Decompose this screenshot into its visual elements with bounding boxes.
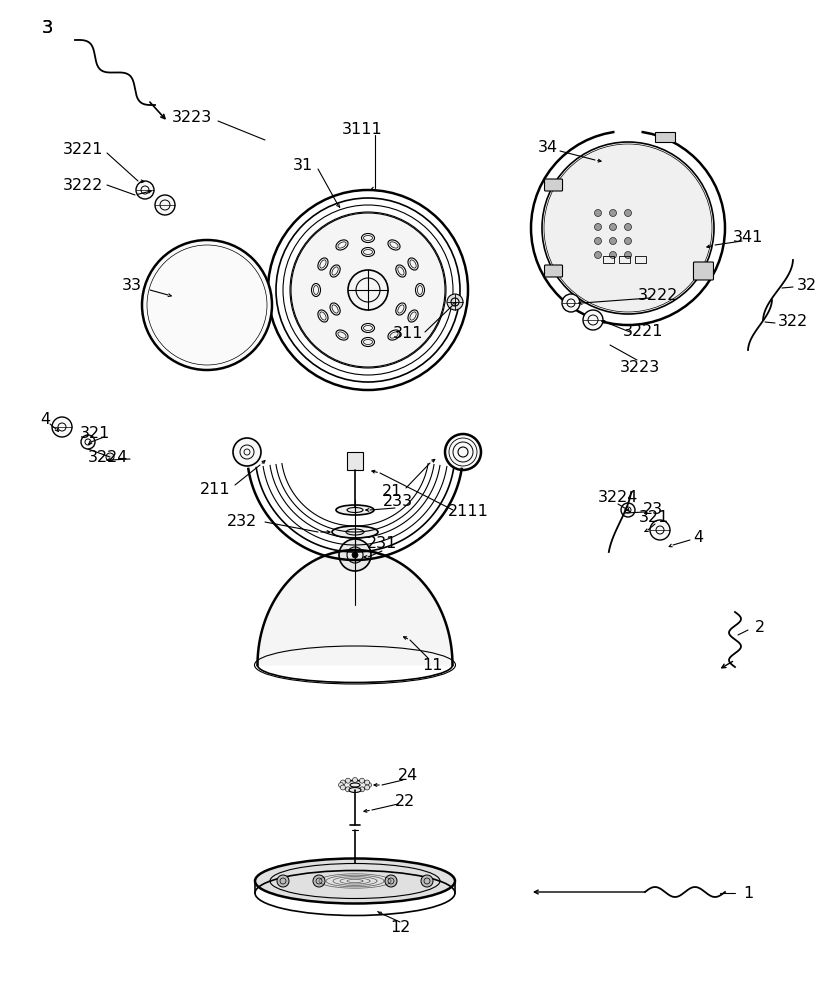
- Text: 3111: 3111: [342, 122, 382, 137]
- Bar: [635, 256, 646, 263]
- Bar: [347, 452, 363, 470]
- Circle shape: [277, 875, 289, 887]
- Text: 4: 4: [40, 412, 50, 428]
- Circle shape: [625, 237, 631, 244]
- Text: 231: 231: [367, 536, 397, 552]
- Circle shape: [142, 240, 272, 370]
- Text: 2: 2: [755, 619, 765, 635]
- Text: 311: 311: [392, 326, 423, 342]
- FancyBboxPatch shape: [694, 262, 713, 280]
- Circle shape: [155, 195, 175, 215]
- Text: 1: 1: [743, 886, 753, 900]
- Circle shape: [625, 251, 631, 258]
- Text: 322: 322: [778, 314, 808, 330]
- Circle shape: [52, 417, 72, 437]
- Text: 3: 3: [42, 19, 53, 37]
- Circle shape: [583, 310, 603, 330]
- Circle shape: [595, 251, 601, 258]
- Circle shape: [610, 237, 616, 244]
- Circle shape: [341, 780, 346, 785]
- Circle shape: [360, 778, 365, 783]
- Ellipse shape: [255, 858, 455, 904]
- Text: 3223: 3223: [172, 110, 212, 125]
- Text: 341: 341: [733, 231, 763, 245]
- Text: 3: 3: [42, 19, 53, 37]
- Circle shape: [544, 144, 712, 312]
- Circle shape: [562, 294, 580, 312]
- Circle shape: [595, 210, 601, 217]
- Text: 321: 321: [639, 510, 669, 524]
- Circle shape: [346, 787, 351, 792]
- Circle shape: [610, 210, 616, 217]
- Text: 3223: 3223: [620, 360, 660, 374]
- Text: 22: 22: [395, 794, 415, 810]
- Text: 2111: 2111: [448, 504, 488, 520]
- Text: 11: 11: [422, 658, 443, 672]
- Text: 34: 34: [538, 140, 558, 155]
- Circle shape: [352, 552, 358, 558]
- Circle shape: [136, 181, 154, 199]
- Circle shape: [625, 210, 631, 217]
- Circle shape: [625, 224, 631, 231]
- Text: 33: 33: [122, 277, 142, 292]
- Text: 21: 21: [382, 485, 402, 499]
- FancyBboxPatch shape: [544, 179, 563, 191]
- Circle shape: [367, 782, 372, 788]
- Text: 3222: 3222: [63, 178, 104, 192]
- Text: 3224: 3224: [88, 450, 129, 464]
- Ellipse shape: [340, 780, 370, 790]
- Circle shape: [595, 237, 601, 244]
- Text: 233: 233: [383, 494, 413, 510]
- Circle shape: [445, 434, 481, 470]
- Ellipse shape: [349, 788, 361, 792]
- Text: 12: 12: [390, 920, 410, 936]
- Circle shape: [106, 453, 114, 461]
- Circle shape: [650, 520, 670, 540]
- Circle shape: [352, 778, 357, 782]
- Circle shape: [338, 782, 343, 788]
- Text: 232: 232: [227, 514, 257, 530]
- Circle shape: [365, 785, 370, 790]
- Circle shape: [339, 539, 371, 571]
- Text: 3224: 3224: [598, 489, 638, 504]
- Text: 3222: 3222: [638, 288, 678, 302]
- Text: 321: 321: [80, 426, 110, 440]
- Text: 211: 211: [200, 483, 230, 497]
- Bar: [655, 132, 676, 142]
- Circle shape: [81, 435, 95, 449]
- Circle shape: [610, 251, 616, 258]
- FancyBboxPatch shape: [544, 265, 563, 277]
- Circle shape: [352, 788, 357, 792]
- Bar: [603, 256, 614, 263]
- Ellipse shape: [336, 505, 374, 515]
- Circle shape: [610, 224, 616, 231]
- Circle shape: [621, 503, 635, 517]
- Text: 24: 24: [397, 768, 418, 782]
- Ellipse shape: [332, 526, 378, 538]
- Text: 4: 4: [693, 530, 703, 546]
- Text: 3221: 3221: [623, 324, 663, 340]
- Polygon shape: [257, 550, 453, 665]
- Circle shape: [365, 780, 370, 785]
- Circle shape: [233, 438, 261, 466]
- Circle shape: [346, 778, 351, 783]
- Circle shape: [595, 224, 601, 231]
- Text: 32: 32: [797, 277, 817, 292]
- Bar: [619, 256, 630, 263]
- Text: 31: 31: [293, 157, 313, 172]
- Text: 23: 23: [643, 502, 663, 518]
- Ellipse shape: [335, 552, 375, 562]
- Circle shape: [360, 787, 365, 792]
- Circle shape: [313, 875, 325, 887]
- Text: 3221: 3221: [63, 142, 104, 157]
- Circle shape: [421, 875, 433, 887]
- Circle shape: [447, 294, 463, 310]
- Circle shape: [385, 875, 397, 887]
- Circle shape: [341, 785, 346, 790]
- Circle shape: [291, 213, 445, 367]
